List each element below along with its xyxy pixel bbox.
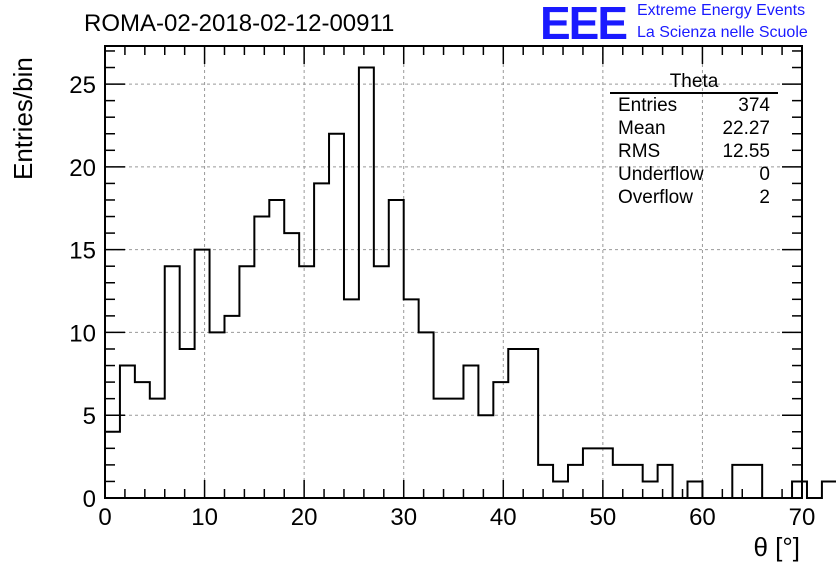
stats-title: Theta	[610, 72, 778, 94]
stats-row-entries: Entries 374	[610, 94, 778, 117]
y-tick-label: 10	[69, 320, 96, 347]
stats-row-rms: RMS 12.55	[610, 140, 778, 163]
x-tick-label: 10	[191, 504, 218, 531]
x-tick-label: 60	[689, 504, 716, 531]
stats-value: 0	[759, 164, 770, 185]
x-tick-label: 20	[291, 504, 318, 531]
y-axis-label: Entries/bin	[8, 57, 38, 180]
chart-title: ROMA-02-2018-02-12-00911	[84, 10, 395, 37]
stats-label: Entries	[618, 95, 678, 116]
y-tick-label: 20	[69, 155, 96, 182]
stats-label: Underflow	[618, 164, 704, 185]
y-tick-label: 0	[83, 486, 96, 513]
y-tick-label: 25	[69, 72, 96, 99]
stats-row-mean: Mean 22.27	[610, 117, 778, 140]
logo-text-line1: Extreme Energy Events	[637, 2, 806, 19]
stats-value: 12.55	[722, 141, 770, 162]
x-tick-label: 50	[590, 504, 617, 531]
stats-value: 374	[738, 95, 770, 116]
x-tick-label: 0	[98, 504, 111, 531]
x-axis-label: θ [°]	[753, 532, 800, 562]
x-tick-label: 40	[490, 504, 517, 531]
stats-row-overflow: Overflow 2	[610, 186, 778, 209]
stats-value: 2	[759, 187, 770, 208]
stats-row-underflow: Underflow 0	[610, 163, 778, 186]
y-tick-label: 5	[83, 403, 96, 430]
stats-box: Theta Entries 374 Mean 22.27 RMS 12.55 U…	[610, 72, 778, 209]
axis-ticks	[104, 46, 803, 499]
y-tick-label: 15	[69, 238, 96, 265]
stats-label: Mean	[618, 118, 666, 139]
logo-text-line2: La Scienza nelle Scuole	[637, 24, 808, 41]
x-tick-label: 70	[789, 504, 816, 531]
x-tick-label: 30	[390, 504, 417, 531]
stats-value: 22.27	[722, 118, 770, 139]
plot-frame	[104, 45, 803, 499]
stats-label: Overflow	[618, 187, 693, 208]
stats-label: RMS	[618, 141, 661, 162]
eee-logo: EEE	[540, 0, 628, 49]
